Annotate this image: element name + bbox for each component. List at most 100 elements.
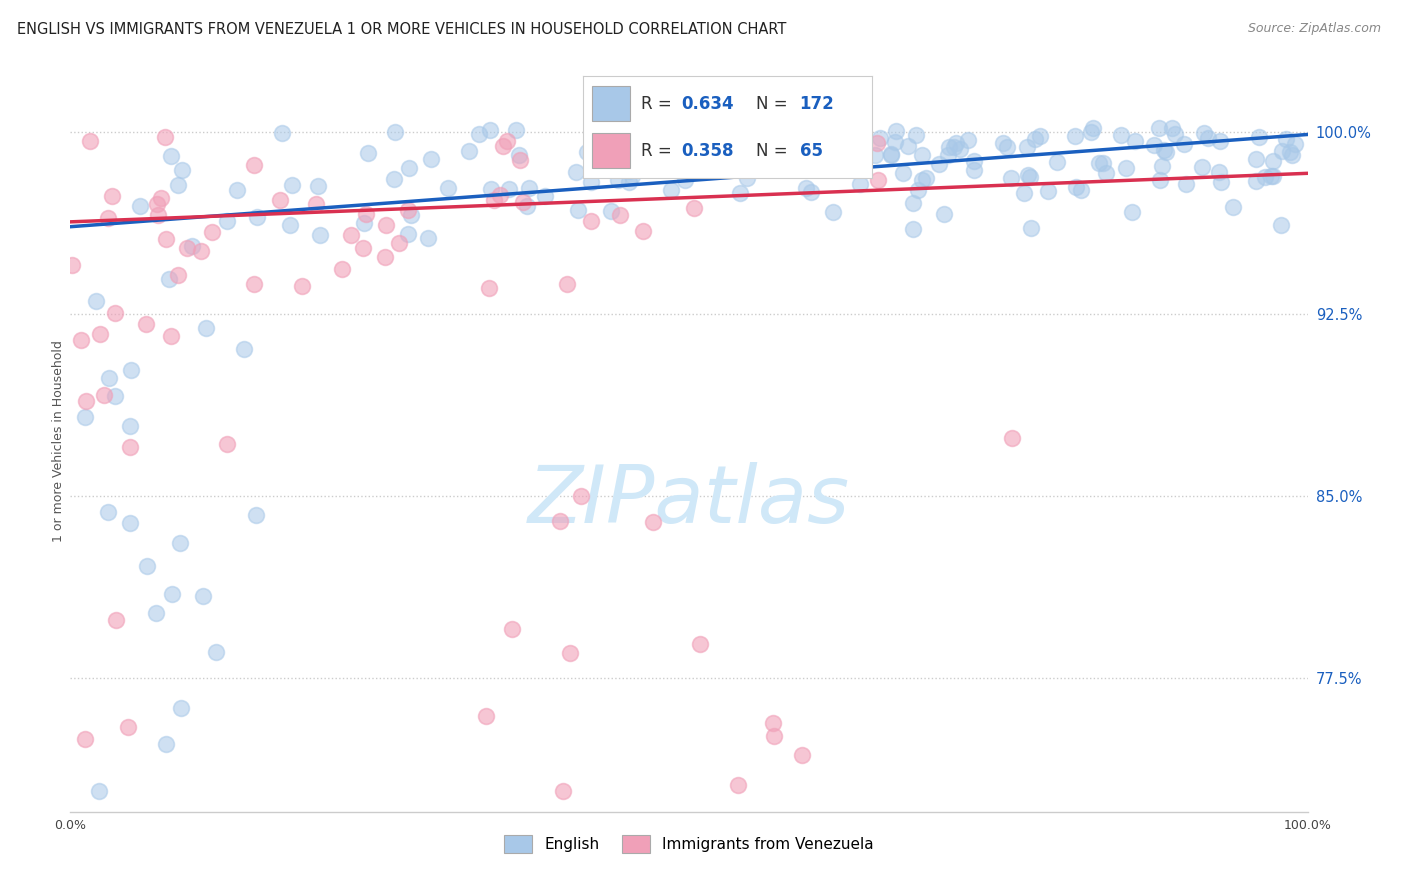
Point bbox=[659, 161, 682, 175]
Point bbox=[305, 196, 328, 211]
Point bbox=[101, 189, 124, 203]
Point bbox=[1244, 174, 1267, 188]
Point bbox=[1115, 161, 1137, 176]
Point bbox=[243, 277, 266, 292]
Point bbox=[928, 157, 950, 171]
Point bbox=[1081, 120, 1104, 135]
Point bbox=[1261, 153, 1284, 168]
Point bbox=[797, 145, 820, 159]
Text: 0.634: 0.634 bbox=[682, 95, 734, 112]
Point bbox=[516, 198, 538, 212]
Point bbox=[579, 175, 602, 189]
Point bbox=[416, 231, 439, 245]
Point bbox=[868, 173, 890, 187]
Point bbox=[672, 142, 695, 156]
Point bbox=[794, 181, 817, 195]
Point bbox=[727, 778, 749, 792]
Point bbox=[704, 144, 727, 158]
Point bbox=[792, 748, 814, 763]
Point bbox=[1208, 165, 1230, 179]
Point bbox=[1091, 155, 1114, 169]
Point bbox=[1222, 200, 1244, 214]
Point bbox=[823, 205, 845, 219]
Point bbox=[621, 169, 644, 184]
Point bbox=[167, 178, 190, 193]
Point bbox=[135, 317, 157, 331]
Point bbox=[849, 177, 872, 191]
Point bbox=[1001, 431, 1024, 445]
Point bbox=[245, 508, 267, 523]
Point bbox=[866, 136, 889, 150]
Point bbox=[617, 175, 640, 189]
Point bbox=[118, 440, 141, 454]
Point bbox=[841, 124, 863, 138]
Point bbox=[517, 181, 540, 195]
Point bbox=[678, 132, 700, 146]
Point bbox=[863, 148, 886, 162]
Point bbox=[479, 182, 502, 196]
Point bbox=[1046, 154, 1069, 169]
Point bbox=[1087, 155, 1109, 169]
Point bbox=[145, 197, 167, 211]
Text: Source: ZipAtlas.com: Source: ZipAtlas.com bbox=[1247, 22, 1381, 36]
Point bbox=[475, 709, 498, 723]
Text: 65: 65 bbox=[800, 142, 823, 160]
Point bbox=[84, 293, 107, 308]
Point bbox=[340, 227, 363, 242]
Point bbox=[761, 716, 783, 731]
Point bbox=[167, 268, 190, 282]
Point bbox=[884, 124, 907, 138]
Point bbox=[150, 191, 173, 205]
Point bbox=[949, 142, 972, 156]
Point bbox=[1191, 160, 1213, 174]
Point bbox=[353, 216, 375, 230]
Point bbox=[117, 720, 139, 734]
Point bbox=[633, 224, 655, 238]
Point bbox=[280, 178, 302, 192]
Point bbox=[1192, 126, 1215, 140]
Point bbox=[79, 134, 101, 148]
Point bbox=[945, 136, 967, 150]
Point bbox=[498, 182, 520, 196]
Point bbox=[768, 142, 790, 156]
FancyBboxPatch shape bbox=[592, 87, 630, 121]
Point bbox=[689, 637, 711, 651]
Point bbox=[162, 587, 184, 601]
Point bbox=[1154, 145, 1177, 160]
Point bbox=[1080, 125, 1102, 139]
Point bbox=[307, 179, 329, 194]
Point bbox=[1254, 170, 1277, 185]
Point bbox=[800, 185, 823, 199]
Point bbox=[120, 363, 142, 377]
Point bbox=[205, 645, 228, 659]
Point bbox=[201, 226, 224, 240]
Point bbox=[609, 207, 631, 221]
Point bbox=[1063, 128, 1085, 143]
Point bbox=[683, 201, 706, 215]
Point bbox=[780, 128, 803, 142]
Point bbox=[1175, 178, 1198, 192]
Point bbox=[233, 342, 256, 356]
Point bbox=[995, 140, 1018, 154]
Point bbox=[1121, 204, 1143, 219]
Point bbox=[901, 222, 924, 236]
Point bbox=[155, 232, 177, 246]
Point bbox=[571, 490, 593, 504]
Point bbox=[1271, 144, 1294, 158]
Point bbox=[1284, 137, 1306, 152]
FancyBboxPatch shape bbox=[592, 133, 630, 168]
Y-axis label: 1 or more Vehicles in Household: 1 or more Vehicles in Household bbox=[52, 341, 65, 542]
Point bbox=[553, 784, 575, 798]
Point bbox=[382, 172, 405, 186]
Point bbox=[1163, 127, 1185, 141]
Point bbox=[478, 123, 501, 137]
Point bbox=[104, 389, 127, 403]
Point bbox=[1095, 166, 1118, 180]
Point bbox=[291, 278, 314, 293]
Point bbox=[1019, 170, 1042, 185]
Point bbox=[501, 622, 523, 636]
Point bbox=[963, 163, 986, 178]
Point bbox=[458, 144, 481, 158]
Point bbox=[181, 239, 204, 253]
Point bbox=[915, 171, 938, 186]
